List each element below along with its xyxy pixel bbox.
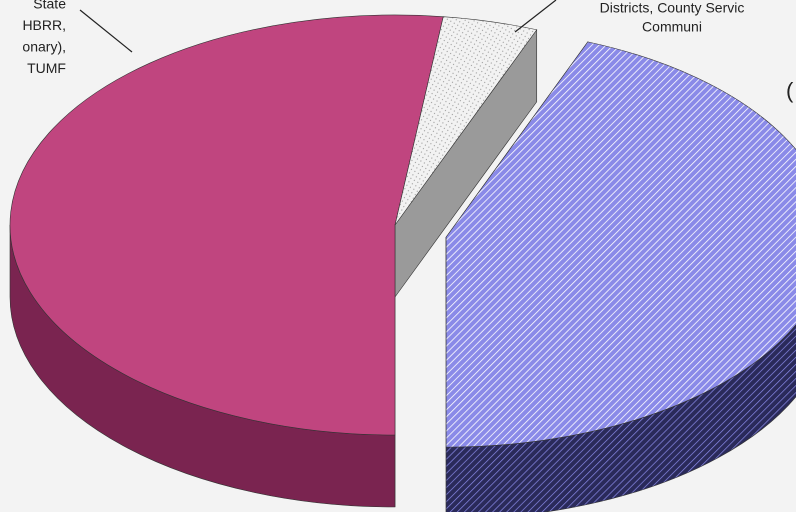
pie: [9, 14, 796, 512]
slice-label: (: [786, 78, 794, 103]
slice-label: Communi: [642, 19, 702, 35]
slice-label: onary),: [22, 39, 66, 55]
labels: State HBRR, onary), TUMF Districts, County S…: [22, 0, 794, 103]
slice: [394, 16, 538, 226]
leader-line: [79, 9, 133, 53]
slice: [9, 14, 444, 436]
slice-label: State: [33, 0, 66, 12]
leader-line: [514, 0, 557, 33]
slice-label: TUMF: [27, 60, 66, 76]
slice: [445, 41, 796, 448]
slice-label: HBRR,: [22, 17, 66, 33]
slice-label: Districts, County Servic: [600, 0, 745, 16]
